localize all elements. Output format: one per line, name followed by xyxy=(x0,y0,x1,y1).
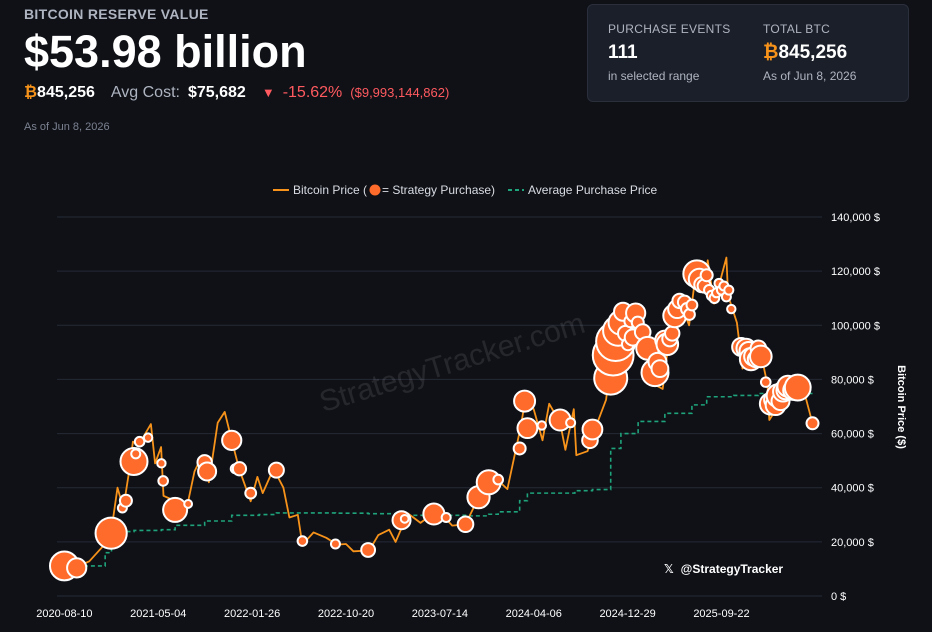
avg-cost-value: $75,682 xyxy=(187,84,246,101)
total-btc-stat: TOTAL BTC ₿845,256 As of Jun 8, 2026 xyxy=(763,22,856,83)
purchase-marker xyxy=(456,515,475,534)
purchase-marker xyxy=(422,502,446,526)
x-tick-label: 2020-08-10 xyxy=(36,608,92,620)
purchase-marker xyxy=(516,417,539,440)
change-usd: ($9,993,144,862) xyxy=(350,85,450,100)
purchase-marker xyxy=(650,359,670,379)
legend-purchase-marker xyxy=(369,184,381,196)
purchase-marker xyxy=(723,284,735,296)
purchase-marker xyxy=(162,496,189,523)
purchase-marker xyxy=(133,435,146,448)
as-of-date: As of Jun 8, 2026 xyxy=(24,121,110,133)
btc-amount: 845,256 xyxy=(37,84,95,101)
average-purchase-price-line xyxy=(64,391,814,567)
purchase-events-label: PURCHASE EVENTS xyxy=(608,22,731,36)
purchase-marker xyxy=(805,416,820,431)
purchase-marker xyxy=(221,429,243,451)
purchase-marker xyxy=(536,420,548,431)
purchase-marker xyxy=(157,475,169,487)
x-tick-label: 2024-12-29 xyxy=(599,608,655,620)
purchase-markers xyxy=(48,259,820,582)
purchase-marker xyxy=(399,513,410,524)
x-tick-label: 2024-04-06 xyxy=(506,608,562,620)
legend-price-label-end: = Strategy Purchase) xyxy=(382,183,495,197)
purchase-marker xyxy=(244,486,258,500)
y-tick-label: 100,000 $ xyxy=(831,320,880,332)
btc-holdings: ₿845,256 xyxy=(24,84,95,102)
stats-card: PURCHASE EVENTS 111 in selected range TO… xyxy=(587,4,909,102)
reserve-header: BITCOIN RESERVE VALUE $53.98 billion ₿84… xyxy=(24,6,449,102)
total-btc-value: ₿845,256 xyxy=(763,42,856,64)
chart-legend: Bitcoin Price ( = Strategy Purchase) Aver… xyxy=(273,183,658,197)
purchase-marker xyxy=(726,303,737,315)
purchase-marker xyxy=(329,538,341,550)
purchase-marker xyxy=(512,441,527,456)
purchase-marker xyxy=(699,268,714,283)
purchase-marker xyxy=(685,298,699,312)
purchase-marker xyxy=(267,461,285,479)
purchase-marker xyxy=(142,432,154,443)
purchase-marker xyxy=(231,461,248,477)
avg-cost-label: Avg Cost: xyxy=(110,84,180,101)
purchase-marker xyxy=(513,389,537,413)
reserve-stats-row: ₿845,256 Avg Cost: $75,682 ▼ -15.62% ($9… xyxy=(24,84,449,102)
legend-price-label-start: Bitcoin Price ( xyxy=(293,183,367,197)
purchase-marker xyxy=(118,493,133,508)
y-axis: 0 $ 20,000 $ 40,000 $ 60,000 $ 80,000 $ 100,0… xyxy=(831,212,880,603)
x-tick-label: 2022-10-20 xyxy=(318,608,374,620)
credit: 𝕏 @StrategyTracker xyxy=(664,562,783,576)
purchase-marker xyxy=(130,448,142,460)
x-tick-label: 2021-05-04 xyxy=(130,608,186,620)
x-tick-label: 2025-09-22 xyxy=(693,608,749,620)
reserve-value: $53.98 billion xyxy=(24,26,307,77)
purchase-marker xyxy=(156,458,167,469)
purchase-marker xyxy=(783,373,812,402)
y-tick-label: 0 $ xyxy=(831,591,846,603)
purchase-marker xyxy=(440,511,452,523)
y-tick-label: 60,000 $ xyxy=(831,429,874,441)
total-btc-label: TOTAL BTC xyxy=(763,22,831,36)
total-btc-amount: 845,256 xyxy=(778,42,848,63)
bitcoin-symbol-icon: ₿ xyxy=(763,42,779,63)
y-tick-label: 20,000 $ xyxy=(831,537,874,549)
average-purchase-price-series xyxy=(64,391,814,567)
x-tick-label: 2023-07-14 xyxy=(412,608,468,620)
y-tick-label: 80,000 $ xyxy=(831,374,874,386)
watermark-text: StrategyTracker.com xyxy=(316,307,589,419)
purchase-marker xyxy=(759,376,772,388)
purchase-marker xyxy=(94,516,128,550)
credit-handle: @StrategyTracker xyxy=(680,562,784,576)
change-percent: -15.62% xyxy=(282,84,343,101)
purchase-marker xyxy=(581,418,604,441)
purchase-events-value: 111 xyxy=(608,42,638,63)
purchase-marker xyxy=(749,344,773,369)
purchase-marker xyxy=(296,535,309,547)
purchase-marker xyxy=(360,542,377,558)
y-tick-label: 120,000 $ xyxy=(831,266,880,278)
purchase-marker xyxy=(197,461,218,482)
x-tick-label: 2022-01-26 xyxy=(224,608,280,620)
purchase-events-sub: in selected range xyxy=(608,69,700,83)
x-logo-icon: 𝕏 xyxy=(664,562,674,576)
y-tick-label: 40,000 $ xyxy=(831,483,874,495)
total-btc-sub: As of Jun 8, 2026 xyxy=(763,69,857,83)
purchase-marker xyxy=(565,417,577,429)
purchase-marker xyxy=(664,325,681,342)
purchase-events-stat: PURCHASE EVENTS 111 in selected range xyxy=(608,22,731,83)
legend-average-label: Average Purchase Price xyxy=(528,183,658,197)
x-axis: 2020-08-10 2021-05-04 2022-01-26 2022-10-20… xyxy=(36,608,749,620)
y-tick-label: 140,000 $ xyxy=(831,212,880,224)
purchase-marker xyxy=(183,499,194,509)
reserve-label: BITCOIN RESERVE VALUE xyxy=(24,6,209,22)
purchase-marker xyxy=(492,473,505,486)
triangle-down-icon: ▼ xyxy=(261,85,275,100)
y-axis-label: Bitcoin Price ($) xyxy=(895,365,907,449)
bitcoin-symbol-icon: ₿ xyxy=(24,84,38,101)
purchase-marker xyxy=(66,557,88,579)
